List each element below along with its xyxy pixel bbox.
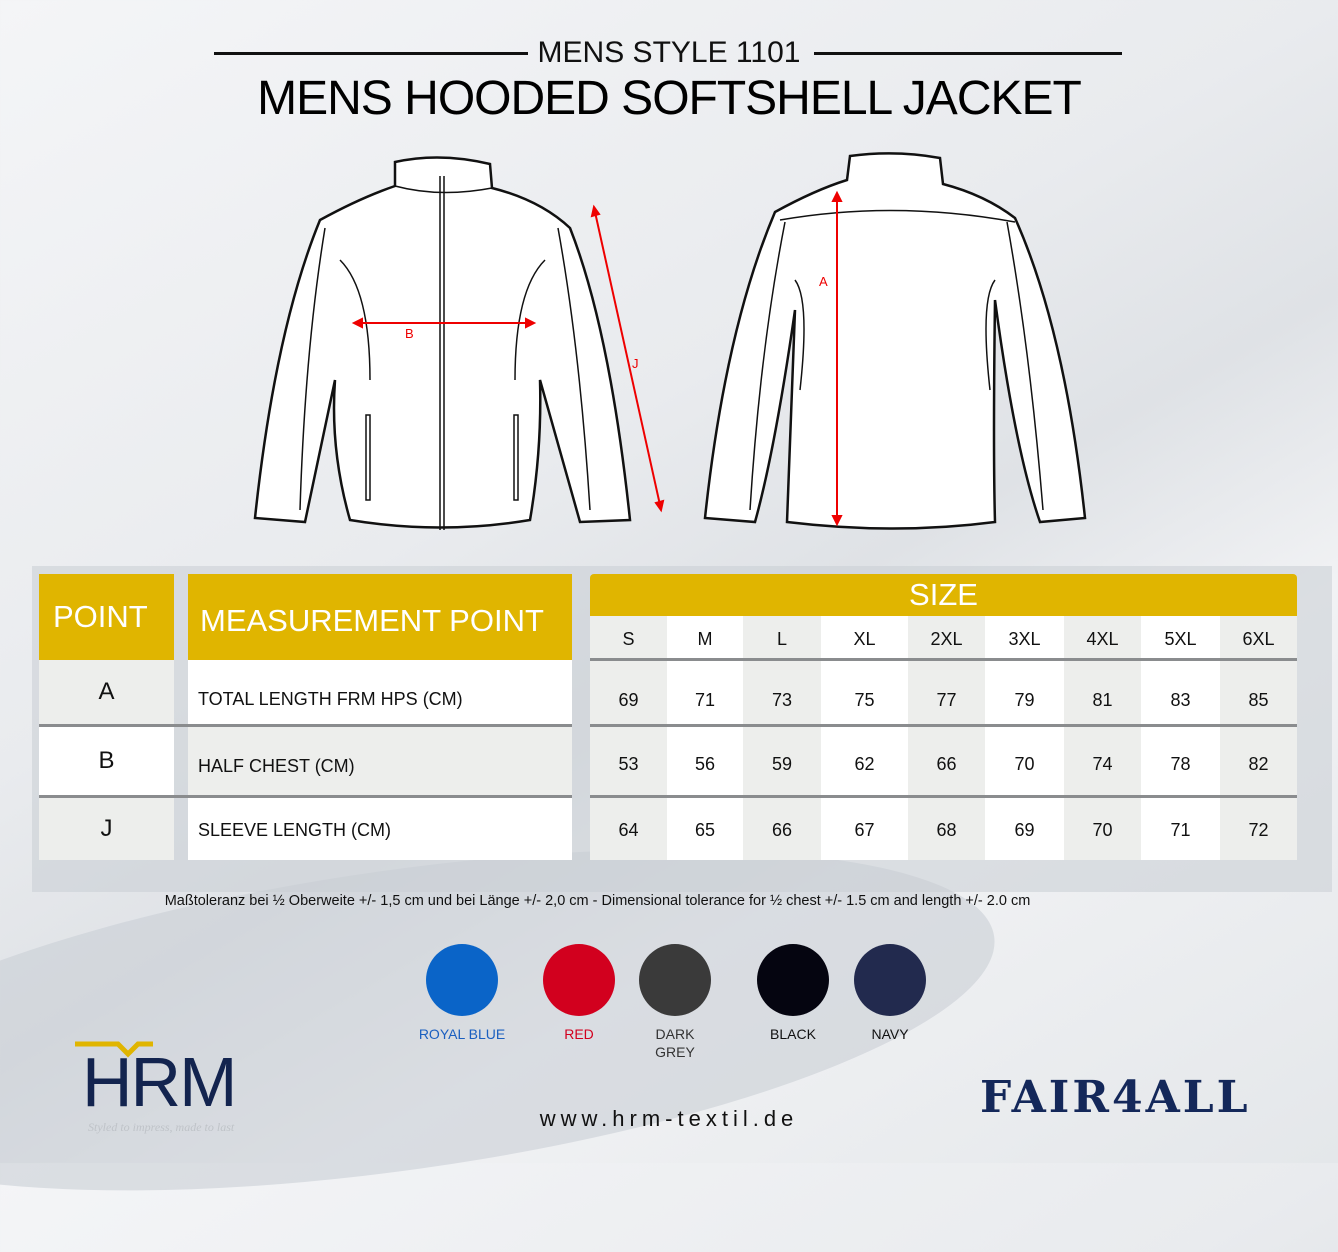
size-label-XL: XL xyxy=(853,628,876,649)
color-label: ROYAL BLUE xyxy=(418,1026,506,1042)
size-label-5XL: 5XL xyxy=(1164,628,1197,649)
size-value-B-M: 56 xyxy=(694,753,716,774)
size-value-B-2XL: 66 xyxy=(936,753,957,774)
size-label-M: M xyxy=(697,628,713,649)
size-value-A-5XL: 83 xyxy=(1170,689,1191,710)
point-b: B xyxy=(39,727,174,795)
title-rule-right xyxy=(814,52,1122,55)
color-swatch-royal-blue[interactable] xyxy=(426,944,498,1016)
size-value-J-6XL: 72 xyxy=(1248,819,1269,840)
style-number: MENS STYLE 1101 xyxy=(537,36,801,69)
color-swatch-navy[interactable] xyxy=(854,944,926,1016)
size-label-S: S xyxy=(622,628,635,649)
point-j: J xyxy=(39,798,174,860)
row-divider xyxy=(590,795,1297,798)
row-divider xyxy=(590,658,1297,661)
page-title: MENS HOODED SOFTSHELL JACKET xyxy=(257,72,1082,125)
size-value-A-L: 73 xyxy=(771,689,793,710)
label-b: B xyxy=(405,326,414,341)
size-column xyxy=(908,616,985,860)
hrm-logo-text: HRM xyxy=(82,1043,237,1121)
size-value-B-XL: 62 xyxy=(854,753,875,774)
size-label-4XL: 4XL xyxy=(1086,628,1119,649)
size-value-B-6XL: 82 xyxy=(1248,753,1269,774)
size-value-B-L: 59 xyxy=(771,753,793,774)
measurement-b: HALF CHEST (CM) xyxy=(188,727,572,795)
point-a: A xyxy=(39,660,174,724)
measurement-a: TOTAL LENGTH FRM HPS (CM) xyxy=(188,660,572,724)
row-divider xyxy=(590,724,1297,727)
color-swatch-red[interactable] xyxy=(543,944,615,1016)
row-divider xyxy=(39,724,572,727)
size-column xyxy=(667,616,743,860)
title-rule-left xyxy=(214,52,528,55)
size-value-J-4XL: 70 xyxy=(1092,819,1113,840)
size-value-A-4XL: 81 xyxy=(1092,689,1113,710)
fair4all-logo: FAIR4ALL xyxy=(980,1072,1251,1123)
size-value-A-S: 69 xyxy=(618,689,639,710)
measurement-header: MEASUREMENT POINT xyxy=(188,574,572,660)
size-value-A-XL: 75 xyxy=(854,689,875,710)
color-label: DARK GREY xyxy=(655,1026,695,1060)
measurement-j: SLEEVE LENGTH (CM) xyxy=(188,798,572,860)
size-value-B-4XL: 74 xyxy=(1092,753,1113,774)
color-swatch-black[interactable] xyxy=(757,944,829,1016)
size-column xyxy=(1220,616,1297,860)
size-value-B-S: 53 xyxy=(618,753,639,774)
color-label: RED xyxy=(564,1026,594,1042)
color-swatch-dark-grey[interactable] xyxy=(639,944,711,1016)
color-label: NAVY xyxy=(871,1026,909,1042)
label-j: J xyxy=(632,356,639,371)
size-value-J-M: 65 xyxy=(694,819,716,840)
size-value-J-2XL: 68 xyxy=(936,819,957,840)
size-label-3XL: 3XL xyxy=(1008,628,1041,649)
size-value-J-3XL: 69 xyxy=(1014,819,1035,840)
jacket-front-diagram: B J xyxy=(253,156,665,530)
size-value-J-5XL: 71 xyxy=(1170,819,1191,840)
size-header: SIZE xyxy=(590,574,1297,616)
size-value-A-3XL: 79 xyxy=(1014,689,1035,710)
label-a: A xyxy=(819,274,828,289)
tolerance-note: Maßtoleranz bei ½ Oberweite +/- 1,5 cm u… xyxy=(164,893,1031,909)
row-divider xyxy=(39,795,572,798)
hrm-logo-mark xyxy=(75,1041,153,1058)
size-label-2XL: 2XL xyxy=(930,628,963,649)
size-column xyxy=(1141,616,1220,860)
hrm-tagline: Styled to impress, made to last xyxy=(88,1120,235,1134)
size-label-6XL: 6XL xyxy=(1242,628,1275,649)
size-column xyxy=(985,616,1064,860)
size-value-J-L: 66 xyxy=(771,819,793,840)
size-column xyxy=(743,616,821,860)
size-column xyxy=(590,616,667,860)
point-header: POINT xyxy=(39,574,174,660)
jacket-back-diagram: A xyxy=(703,152,1087,530)
color-label: BLACK xyxy=(770,1026,816,1042)
size-value-A-M: 71 xyxy=(694,689,716,710)
size-value-J-XL: 67 xyxy=(854,819,875,840)
size-column xyxy=(1064,616,1141,860)
size-value-J-S: 64 xyxy=(618,819,639,840)
size-value-A-2XL: 77 xyxy=(936,689,957,710)
size-column xyxy=(821,616,908,860)
size-value-B-5XL: 78 xyxy=(1170,753,1191,774)
website-link[interactable]: www.hrm-textil.de xyxy=(539,1106,799,1131)
size-label-L: L xyxy=(776,628,787,649)
size-value-A-6XL: 85 xyxy=(1248,689,1269,710)
size-value-B-3XL: 70 xyxy=(1014,753,1035,774)
